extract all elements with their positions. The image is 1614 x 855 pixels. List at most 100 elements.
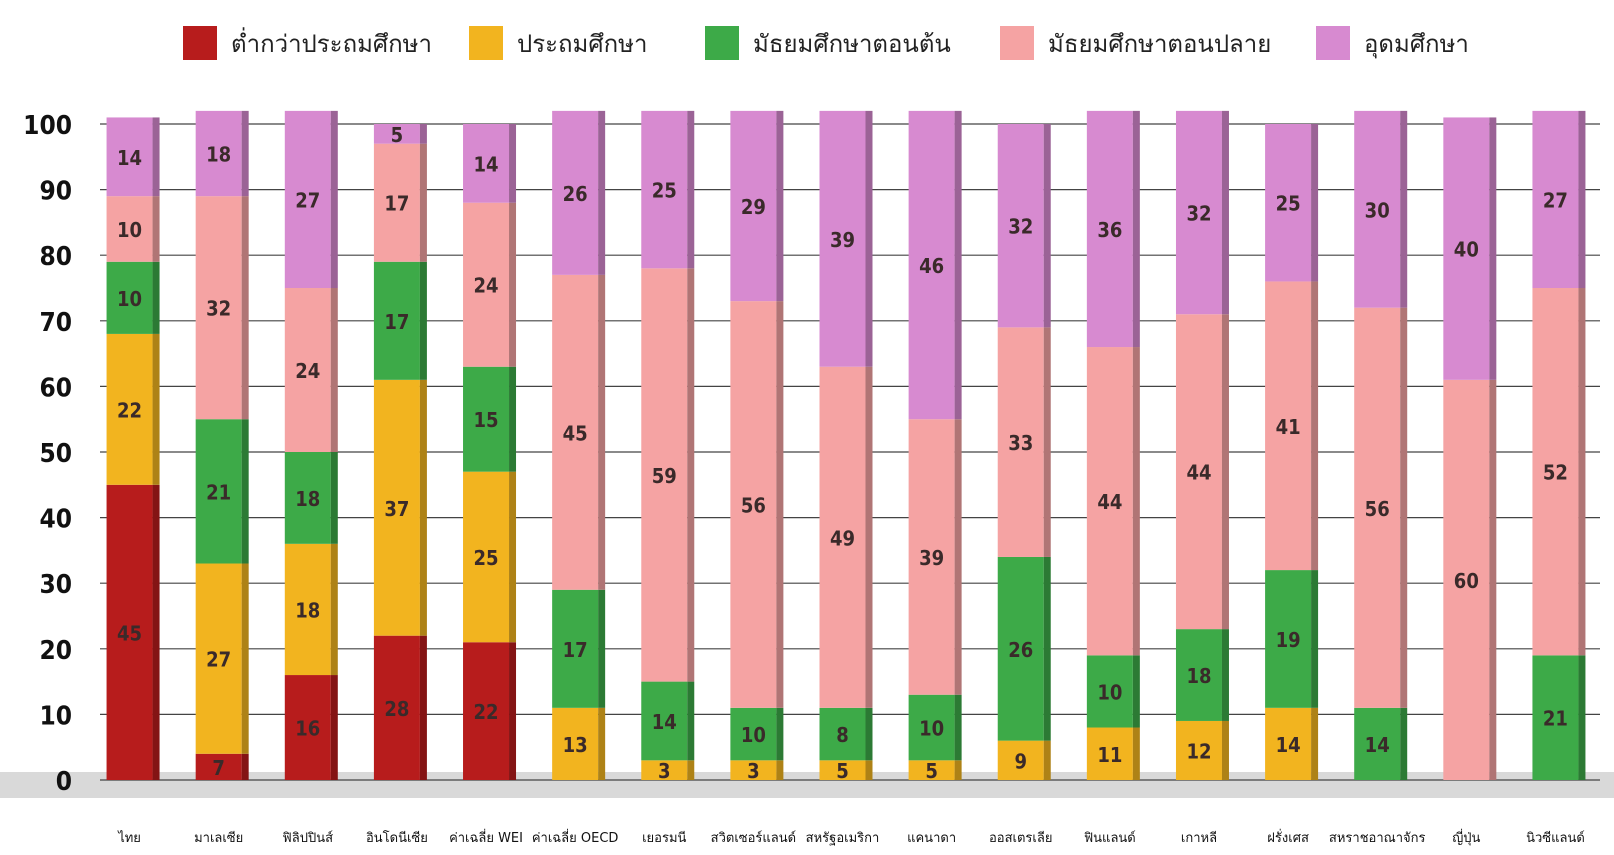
legend-swatch [469,26,503,60]
data-label: 7 [212,756,225,780]
legend-item: ประถมศึกษา [469,18,647,68]
bar-segment-side [1132,655,1140,728]
bar-segment-side [1132,347,1140,656]
data-label: 24 [295,359,320,383]
legend: ต่ำกว่าประถมศึกษา ประถมศึกษา มัธยมศึกษาต… [0,18,1614,68]
bar-segment [1086,347,1133,656]
data-label: 3 [747,759,760,783]
floor-band [0,772,1614,798]
bar-segment [819,760,866,780]
bar-segment-side [865,707,873,761]
data-label: 25 [652,179,677,203]
bar-segment [997,327,1044,557]
bar-segment-side [776,301,784,708]
bar-segment-side [1311,124,1319,282]
bar-segment-side [419,635,427,780]
bar-segment [908,760,955,780]
bar-segment [1265,124,1312,282]
data-label: 40 [1454,238,1479,262]
bar-segment [373,379,420,636]
data-label: 27 [295,188,320,212]
bar-segment [284,543,331,676]
y-tick-label: 10 [39,701,72,731]
data-label: 5 [391,123,404,147]
bar-segment-side [241,563,249,754]
data-label: 10 [117,287,142,311]
data-label: 16 [295,717,320,741]
bar-segment-side [1132,727,1140,780]
data-label: 32 [1186,202,1211,226]
bar-segment [1532,655,1579,780]
bar-segment-side [687,268,695,682]
data-label: 45 [117,621,142,645]
data-label: 32 [1008,215,1033,239]
legend-item: มัธยมศึกษาตอนปลาย [1000,18,1271,68]
bar-segment-side [330,288,338,452]
data-label: 26 [563,182,588,206]
data-label: 10 [117,218,142,242]
bar-segment [1354,707,1401,780]
bar-segment [106,117,153,197]
data-label: 27 [206,648,231,672]
bar-segment [1354,110,1401,308]
bar-segment-side [152,333,160,485]
data-label: 14 [652,710,677,734]
data-label: 14 [1276,733,1301,757]
x-tick-label: สวิตเซอร์แลนด์ [711,830,796,846]
bar-segment [463,202,510,367]
bar-segment [284,288,331,452]
bar-segment-side [1489,117,1497,380]
bar-segment [463,471,510,643]
bar-segment-side [1311,707,1319,780]
bar-segment-side [509,202,517,367]
bar-segment [1265,570,1312,708]
bar-segment [1354,307,1401,708]
data-label: 39 [919,546,944,570]
data-label: 10 [1097,680,1122,704]
data-label: 18 [206,143,231,167]
data-label: 17 [384,310,409,334]
data-label: 9 [1014,749,1027,773]
bar-segment [997,740,1044,780]
bar-segment [195,110,242,197]
bar-segment [908,419,955,695]
data-label: 5 [925,759,938,783]
legend-swatch [183,26,217,60]
legend-swatch [1000,26,1034,60]
y-tick-label: 40 [39,505,72,535]
bar-segment [908,694,955,761]
bar-segment [284,452,331,544]
bar-segment-side [598,589,606,708]
y-tick-label: 20 [39,636,72,666]
data-label: 25 [474,546,499,570]
x-tick-label: สหราชอาณาจักร [1329,831,1426,846]
bar-segment-side [598,274,606,590]
bar-segment [1532,288,1579,656]
bar-segment [284,675,331,780]
bar-segment-side [954,110,962,420]
x-tick-label: มาเลเซีย [194,830,243,846]
data-label: 36 [1097,218,1122,242]
bar-segment [1175,314,1222,630]
bar-segment-side [1043,327,1051,557]
bar-segment [819,366,866,708]
bar-segment [552,589,599,708]
bar-segment-side [1489,379,1497,780]
data-label: 22 [117,398,142,422]
bar-segment-side [419,143,427,262]
bar-segment [373,124,420,144]
data-label: 8 [836,723,849,747]
y-tick-label: 50 [39,439,72,469]
data-label: 17 [563,638,588,662]
x-tick-label: ฝรั่งเศส [1267,829,1309,846]
x-tick-label: แคนาดา [907,831,956,846]
bar-segment-side [687,110,695,269]
bar-segment [552,110,599,275]
bar-segment [463,642,510,780]
y-tick-label: 90 [39,177,72,207]
data-label: 52 [1543,461,1568,485]
legend-item: มัธยมศึกษาตอนต้น [705,18,951,68]
bar-segment-side [598,707,606,780]
y-tick-label: 100 [23,111,72,141]
